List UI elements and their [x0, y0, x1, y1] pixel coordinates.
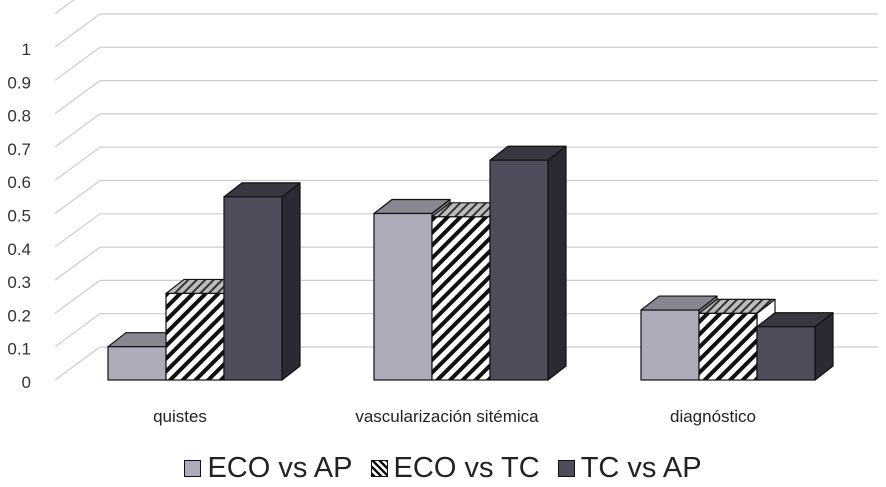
bar-front: [756, 326, 816, 381]
category-label: diagnóstico: [670, 407, 756, 426]
category-labels: quistes vascularización sitémica diagnósti…: [153, 407, 756, 426]
category-label: quistes: [153, 407, 207, 426]
gridline-diagonal: [54, 13, 101, 48]
legend-label-tc-vs-ap: TC vs AP: [580, 452, 702, 484]
bar-front: [107, 346, 167, 381]
category-label: vascularización sitémica: [355, 407, 539, 426]
bar-front: [640, 309, 700, 381]
gridline-diagonal: [54, 0, 75, 15]
bar: [640, 295, 718, 381]
gridline-diagonal: [54, 113, 101, 148]
gridline-diagonal: [54, 346, 101, 381]
y-tick-label: 0.5: [7, 207, 31, 226]
gridline-diagonal: [54, 313, 101, 348]
bar-front: [165, 292, 225, 381]
y-tick-label: 0.1: [7, 340, 31, 359]
y-tick-label: 0.8: [7, 107, 31, 126]
bar-front: [431, 216, 491, 381]
bar: [223, 182, 301, 381]
gridline-diagonal: [54, 246, 101, 281]
y-tick-label: 0.7: [7, 140, 31, 159]
legend-swatch-eco-vs-ap: [184, 460, 202, 477]
bar-front: [223, 196, 283, 381]
legend-item-eco-vs-tc: ECO vs TC: [370, 452, 540, 485]
y-tick-label: 0.4: [7, 240, 31, 259]
y-tick-label: 0.3: [7, 273, 31, 292]
bar-front: [489, 159, 549, 381]
bar: [756, 312, 834, 381]
bars: [107, 145, 834, 381]
legend-label-eco-vs-tc: ECO vs TC: [393, 452, 540, 484]
legend-swatch-tc-vs-ap: [557, 460, 575, 477]
legend-label-eco-vs-ap: ECO vs AP: [207, 452, 353, 484]
bar: [489, 145, 567, 381]
bar-front: [698, 312, 758, 381]
gridline-diagonal: [54, 213, 101, 248]
bar-side: [547, 145, 567, 381]
gridline-diagonal: [54, 80, 101, 115]
gridline-diagonal: [54, 279, 101, 314]
legend: ECO vs AP ECO vs TC TC vs AP: [0, 452, 886, 485]
y-axis-ticks: 0 0.1 0.2 0.3 0.4 0.5 0.6 0.7 0.8 0.9 1: [7, 40, 31, 392]
gridline-diagonal: [54, 180, 101, 214]
y-tick-label: 0: [22, 373, 31, 392]
y-tick-label: 0.2: [7, 306, 31, 325]
legend-item-tc-vs-ap: TC vs AP: [557, 452, 702, 485]
gridline-diagonal: [54, 146, 101, 181]
y-tick-label: 1: [22, 40, 31, 59]
legend-item-eco-vs-ap: ECO vs AP: [184, 452, 352, 485]
bar-front: [373, 212, 433, 381]
y-tick-label: 0.6: [7, 173, 31, 192]
gridline-diagonal: [54, 46, 101, 81]
bar-side: [281, 182, 301, 381]
legend-swatch-eco-vs-tc: [370, 460, 388, 477]
y-tick-label: 0.9: [7, 73, 31, 92]
